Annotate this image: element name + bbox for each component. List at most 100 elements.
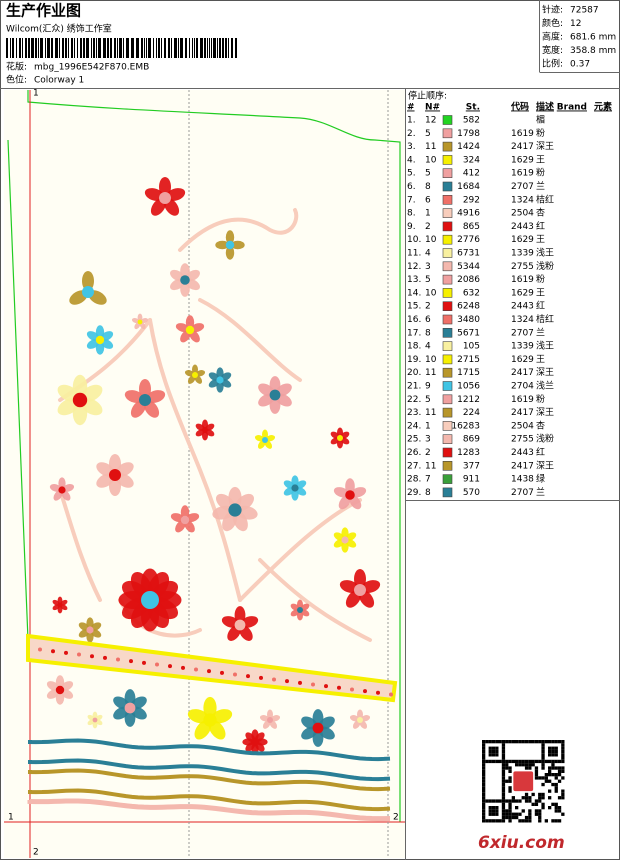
qr-module: [491, 759, 496, 764]
band-dot: [155, 662, 159, 667]
qr-module: [501, 766, 506, 770]
flower-center: [341, 536, 349, 544]
color-swatch: [442, 327, 453, 338]
qr-module: [501, 806, 506, 810]
row-needle: 10: [425, 235, 437, 245]
qr-module: [482, 815, 486, 820]
qr-module: [485, 759, 489, 764]
qr-module: [528, 799, 532, 803]
qr-module: [501, 815, 506, 820]
qr-module: [561, 746, 565, 750]
barcode-bar: [131, 38, 134, 58]
qr-module: [508, 779, 512, 783]
row-index: 18.: [407, 342, 421, 352]
qr-module: [505, 809, 509, 813]
qr-module: [508, 786, 512, 790]
band-dot: [103, 655, 107, 660]
stat-label: 比例:: [542, 58, 563, 70]
qr-module: [551, 819, 555, 823]
qr-module: [482, 789, 486, 793]
row-desc: 兰: [536, 326, 545, 338]
row-stitches: 324: [463, 155, 480, 165]
barcode-bar: [22, 38, 23, 58]
row-code: 1619: [511, 129, 534, 139]
barcode-bar: [209, 38, 210, 58]
barcode-bar: [146, 38, 147, 58]
qr-module: [508, 802, 512, 806]
row-desc: 兰: [536, 486, 545, 498]
flower-center: [357, 717, 363, 723]
qr-module: [544, 776, 548, 780]
qr-module: [518, 759, 522, 764]
flower-center: [269, 389, 281, 401]
row-index: 5.: [407, 169, 416, 179]
row-desc: 深王: [536, 460, 554, 471]
qr-module: [544, 759, 548, 764]
row-index: 29.: [407, 488, 421, 498]
qr-module: [541, 746, 545, 750]
color-swatch: [442, 447, 453, 458]
qr-module: [548, 769, 552, 773]
qr-module: [551, 766, 555, 770]
row-desc: 红: [536, 446, 545, 458]
color-swatch: [442, 407, 453, 418]
qr-module: [488, 819, 492, 823]
barcode-bar: [136, 38, 139, 58]
qr-module: [501, 819, 506, 823]
qr-module: [548, 773, 552, 777]
petal: [180, 505, 190, 520]
qr-module: [508, 809, 512, 813]
petal: [354, 569, 366, 589]
row-index: 8.: [407, 209, 416, 219]
barcode-bar: [228, 38, 229, 58]
qr-module: [561, 759, 565, 764]
qr-module: [508, 740, 512, 744]
qr-module: [482, 802, 486, 806]
qr-module: [528, 809, 532, 813]
qr-module: [524, 792, 529, 797]
qr-module: [482, 776, 486, 780]
qr-module: [534, 769, 539, 773]
row-index: 19.: [407, 355, 421, 365]
band-dot: [337, 685, 341, 690]
petal: [225, 230, 235, 245]
qr-module: [482, 786, 486, 790]
row-needle: 11: [425, 368, 436, 378]
qr-module: [491, 812, 496, 816]
row-needle: 8: [425, 182, 431, 192]
row-index: 24.: [407, 421, 421, 431]
color-swatch: [442, 195, 453, 205]
row-code: 1339: [511, 249, 534, 259]
qr-module: [561, 766, 565, 770]
qr-module: [488, 809, 492, 813]
row-needle: 11: [425, 142, 436, 152]
qr-module: [508, 806, 512, 810]
row-needle: 1: [425, 421, 431, 431]
row-needle: 5: [425, 395, 431, 405]
guide-label: 1: [8, 813, 14, 823]
qr-module: [531, 792, 535, 797]
qr-module: [548, 796, 552, 800]
barcode-bar: [6, 38, 8, 58]
qr-module: [528, 815, 532, 820]
barcode-bar: [86, 38, 89, 58]
qr-module: [501, 759, 506, 764]
qr-module: [541, 743, 545, 747]
row-desc: 桔红: [536, 193, 554, 205]
row-stitches: 6731: [457, 249, 480, 259]
row-desc: 杏: [536, 207, 545, 219]
row-stitches: 869: [463, 435, 480, 445]
row-index: 20.: [407, 368, 421, 378]
flower-center: [82, 286, 94, 298]
watermark: 6xiu.com: [478, 833, 565, 853]
barcode-bar: [110, 38, 112, 58]
row-code: 2417: [511, 408, 534, 418]
qr-module: [501, 792, 506, 797]
barcode-bar: [16, 38, 17, 58]
row-code: 1339: [511, 342, 534, 352]
qr-module: [498, 819, 502, 823]
row-desc: 桔红: [536, 313, 554, 325]
qr-module: [501, 812, 506, 816]
color-swatch: [442, 155, 453, 165]
flower-center: [57, 602, 63, 608]
